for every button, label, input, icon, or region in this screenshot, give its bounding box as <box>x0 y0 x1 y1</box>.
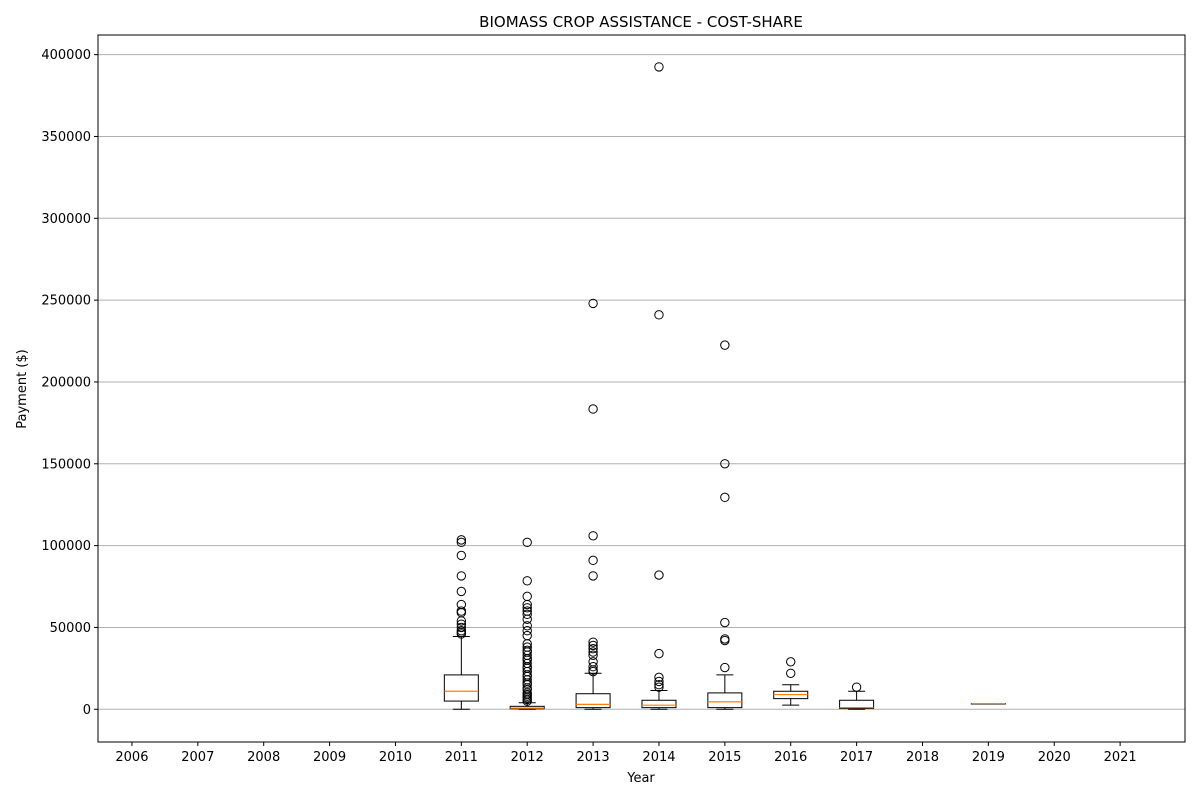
outlier-point <box>654 680 664 690</box>
y-tick-label: 150000 <box>41 457 91 472</box>
y-axis-title: Payment ($) <box>15 349 30 428</box>
outlier-point <box>588 640 598 651</box>
outlier-point <box>588 647 598 657</box>
box-2015 <box>707 340 743 710</box>
outlier-point <box>522 537 532 548</box>
outlier-point <box>456 586 467 597</box>
y-tick-label: 400000 <box>41 48 91 63</box>
outlier-point <box>720 340 730 350</box>
outlier-point <box>456 571 467 581</box>
x-tick-label: 2009 <box>313 750 346 765</box>
box-2013 <box>575 298 611 710</box>
outlier-point <box>720 635 730 646</box>
y-tick-label: 300000 <box>41 212 91 227</box>
outlier-point <box>456 550 467 561</box>
x-tick-label: 2017 <box>840 750 873 765</box>
outlier-point <box>654 672 664 683</box>
outlier-point <box>522 630 532 641</box>
outlier-point <box>720 617 730 628</box>
x-tick-label: 2014 <box>642 750 675 765</box>
box-plots <box>443 62 1006 710</box>
outlier-point <box>588 650 598 660</box>
y-axis: 0 50000 100000 150000 200000 250000 300000 3500… <box>41 48 98 718</box>
outlier-point <box>851 682 862 692</box>
outlier-point <box>456 537 467 548</box>
outlier-point <box>456 629 467 639</box>
box-2014 <box>641 62 677 710</box>
box-2019 <box>970 702 1006 705</box>
box-2012 <box>509 537 545 710</box>
box-2016 <box>773 657 809 706</box>
outlier-point <box>588 298 598 309</box>
outlier-point <box>786 668 796 678</box>
x-tick-label: 2015 <box>708 750 741 765</box>
y-tick-label: 50000 <box>50 621 91 636</box>
outlier-point <box>654 676 664 687</box>
outlier-point <box>588 571 598 581</box>
outlier-point <box>522 626 532 636</box>
x-tick-label: 2021 <box>1104 750 1137 765</box>
x-tick-label: 2010 <box>379 750 412 765</box>
outlier-point <box>654 648 664 659</box>
outlier-point <box>588 666 598 677</box>
outlier-point <box>522 609 532 620</box>
outlier-point <box>456 622 467 633</box>
outlier-point <box>588 662 598 672</box>
outlier-point <box>588 404 598 414</box>
y-tick-label: 350000 <box>41 130 91 145</box>
x-tick-label: 2011 <box>445 750 478 765</box>
iqr-box <box>575 693 611 709</box>
outlier-point <box>522 603 532 613</box>
box-2011 <box>443 535 479 710</box>
x-axis: 2006 2007 2008 2009 2010 2011 2012 2013 2014 2015… <box>115 742 1137 765</box>
outlier-point <box>588 657 598 667</box>
iqr-box <box>839 699 875 709</box>
outlier-point <box>522 696 532 706</box>
outlier-point <box>654 310 664 320</box>
x-tick-label: 2020 <box>1038 750 1071 765</box>
chart-title: BIOMASS CROP ASSISTANCE - COST-SHARE <box>479 13 803 31</box>
outlier-point <box>786 657 796 667</box>
outlier-point <box>720 662 730 673</box>
x-tick-label: 2008 <box>247 750 280 765</box>
outlier-point <box>720 492 730 503</box>
y-tick-label: 0 <box>83 703 91 718</box>
outlier-point <box>522 614 532 624</box>
outlier-point <box>522 621 532 631</box>
outlier-point <box>588 555 598 566</box>
outlier-point <box>522 599 532 610</box>
x-tick-label: 2019 <box>972 750 1005 765</box>
outlier-point <box>654 62 664 72</box>
x-tick-label: 2016 <box>774 750 807 765</box>
outlier-point <box>456 616 467 626</box>
x-tick-label: 2012 <box>511 750 544 765</box>
outlier-point <box>456 535 467 545</box>
box-2017 <box>839 682 875 710</box>
outlier-point <box>654 570 664 580</box>
outlier-point <box>588 531 598 541</box>
outlier-point <box>522 591 532 602</box>
y-tick-label: 100000 <box>41 539 91 554</box>
outlier-point <box>588 644 598 654</box>
x-tick-label: 2013 <box>577 750 610 765</box>
iqr-box <box>641 699 677 709</box>
outlier-point <box>588 637 598 647</box>
outlier-point <box>720 459 730 469</box>
x-tick-label: 2006 <box>115 750 148 765</box>
x-tick-label: 2007 <box>181 750 214 765</box>
y-tick-label: 200000 <box>41 375 91 390</box>
x-tick-label: 2018 <box>906 750 939 765</box>
iqr-box <box>707 692 743 709</box>
outlier-point <box>654 682 664 692</box>
y-tick-label: 250000 <box>41 294 91 309</box>
grid-lines <box>98 54 1185 710</box>
x-axis-title: Year <box>626 771 655 786</box>
iqr-box <box>443 674 479 702</box>
plot-area-frame <box>97 34 1186 743</box>
outlier-point <box>522 576 532 586</box>
